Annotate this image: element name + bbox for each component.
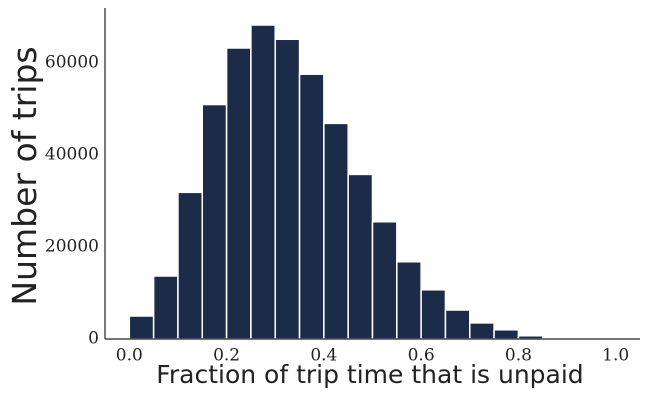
x-tick-label: 0.4 xyxy=(310,346,337,366)
x-tick-label: 0.8 xyxy=(505,346,532,366)
x-tick-label: 0.2 xyxy=(213,346,240,366)
bar xyxy=(420,289,447,340)
y-tick-label: 0 xyxy=(88,329,99,349)
y-tick-label: 20000 xyxy=(45,237,99,257)
bar xyxy=(152,275,179,340)
y-tick-label: 60000 xyxy=(45,53,99,73)
y-axis-label: Number of trips xyxy=(5,46,44,305)
x-tick-label: 0.0 xyxy=(116,346,143,366)
bar xyxy=(347,173,374,340)
x-axis-label: Fraction of trip time that is unpaid xyxy=(156,360,583,389)
bar xyxy=(323,122,349,340)
bar xyxy=(396,261,422,340)
bar xyxy=(469,322,495,340)
bar xyxy=(444,309,471,340)
bar xyxy=(274,38,301,340)
bar xyxy=(128,315,155,340)
x-tick-label: 0.6 xyxy=(408,346,435,366)
bar xyxy=(201,103,228,340)
bar xyxy=(298,73,325,340)
bar xyxy=(177,191,204,340)
bar xyxy=(225,47,252,340)
y-tick-label: 40000 xyxy=(45,145,99,165)
x-tick-label: 1.0 xyxy=(602,346,629,366)
bar xyxy=(493,329,520,340)
bar xyxy=(371,221,398,340)
bar xyxy=(250,24,276,340)
